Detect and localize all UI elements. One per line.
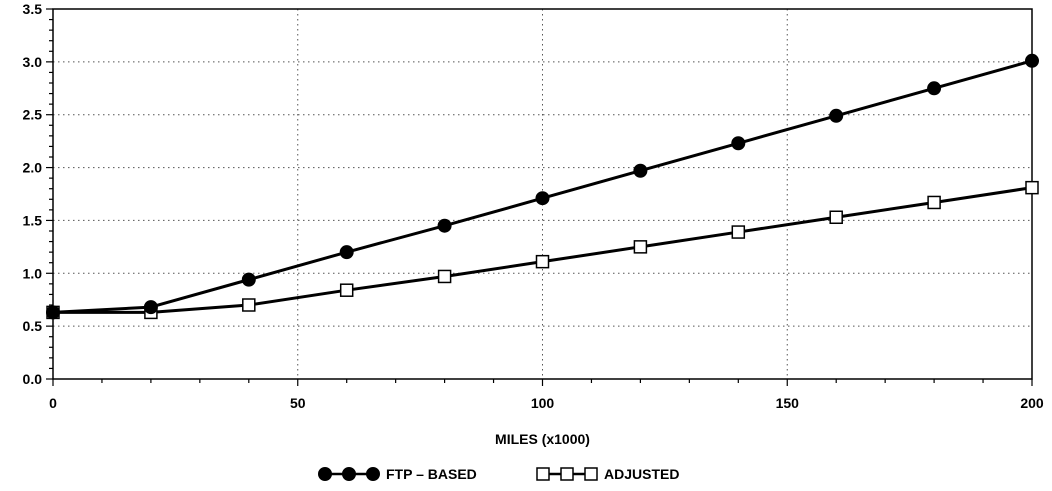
data-point (633, 163, 648, 178)
data-point (1025, 180, 1039, 195)
y-tick-label: 2.5 (23, 107, 43, 123)
y-tick-label: 0.5 (23, 318, 43, 334)
legend-marker (342, 467, 356, 481)
data-point (143, 300, 158, 315)
data-point (535, 191, 550, 206)
data-point (242, 298, 256, 312)
legend-marker (318, 467, 332, 481)
data-point (535, 254, 550, 269)
x-tick-label: 0 (49, 395, 57, 411)
x-tick-label: 100 (531, 395, 555, 411)
series-layer (46, 53, 1039, 320)
y-tick-label: 3.5 (23, 1, 43, 17)
data-point (731, 136, 746, 151)
y-tick-label: 1.0 (23, 265, 43, 281)
data-point (1025, 53, 1039, 68)
x-tick-label: 150 (776, 395, 800, 411)
series-markers (46, 53, 1039, 320)
data-point (339, 283, 354, 297)
data-point (339, 245, 354, 260)
data-point (46, 305, 60, 320)
x-axis-ticks: 0 50 100 150 200 (49, 379, 1044, 411)
series-markers (46, 180, 1039, 320)
y-tick-label: 2.0 (23, 160, 43, 176)
legend-marker (366, 467, 380, 481)
data-point (437, 218, 452, 233)
data-point (829, 108, 844, 123)
legend-marker (536, 467, 550, 481)
data-point (437, 269, 452, 284)
data-point (927, 81, 942, 96)
legend-marker (560, 467, 574, 481)
y-axis-ticks: 0.0 0.5 1.0 1.5 2.0 2.5 3.0 3.5 (23, 1, 53, 387)
legend-item: FTP – BASED (318, 466, 477, 482)
x-axis-title: MILES (x1000) (495, 431, 590, 447)
y-tick-label: 3.0 (23, 54, 43, 70)
data-point (731, 225, 746, 239)
data-point (829, 210, 843, 225)
y-tick-label: 1.5 (23, 212, 43, 228)
legend-marker (584, 467, 598, 481)
data-point (927, 195, 941, 210)
legend-label: FTP – BASED (386, 466, 477, 482)
data-point (241, 272, 256, 287)
data-point (633, 240, 648, 254)
legend-item: ADJUSTED (536, 466, 679, 482)
legend: FTP – BASED ADJUSTED (318, 466, 679, 482)
x-tick-label: 50 (290, 395, 306, 411)
legend-label: ADJUSTED (604, 466, 679, 482)
x-tick-label: 200 (1020, 395, 1044, 411)
y-tick-label: 0.0 (23, 371, 43, 387)
